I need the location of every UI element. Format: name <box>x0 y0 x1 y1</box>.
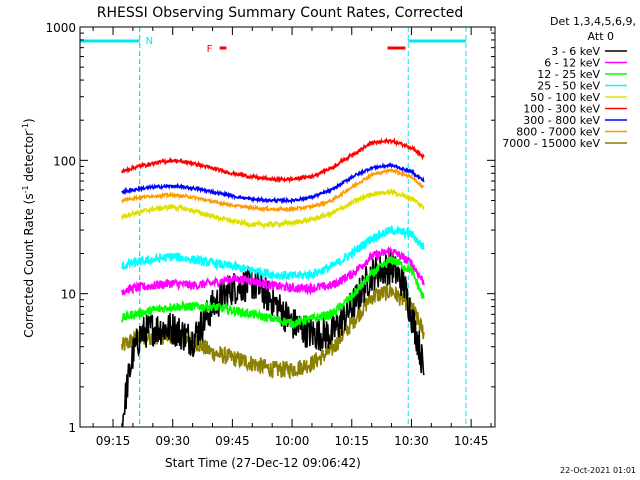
x-tick-label: 09:45 <box>215 434 250 448</box>
flare-flag-label: F <box>207 44 213 55</box>
legend-label: 800 - 7000 keV <box>516 126 600 139</box>
series-line <box>121 137 425 184</box>
y-tick-label: 1 <box>68 421 76 435</box>
x-tick-label: 10:15 <box>334 434 369 448</box>
series-line <box>121 224 425 282</box>
y-tick-label: 100 <box>53 154 76 168</box>
chart-title: RHESSI Observing Summary Count Rates, Co… <box>97 5 463 21</box>
y-axis-label: Corrected Count Rate (s-1 detector-1) <box>21 118 36 337</box>
x-tick-label: 10:30 <box>394 434 429 448</box>
series-line <box>121 256 425 330</box>
attenuator-info: Att 0 <box>588 30 614 43</box>
legend-label: 12 - 25 keV <box>537 68 600 81</box>
x-tick-label: 09:15 <box>96 434 131 448</box>
x-tick-label: 10:45 <box>454 434 489 448</box>
x-tick-label: 10:00 <box>275 434 310 448</box>
series-line <box>121 250 425 428</box>
y-tick-label: 10 <box>61 288 76 302</box>
series-line <box>121 168 425 214</box>
series-line <box>121 161 425 205</box>
series-line <box>121 188 425 230</box>
legend-label: 7000 - 15000 keV <box>502 137 600 150</box>
plot-frame <box>79 26 496 428</box>
night-label: N <box>146 36 153 47</box>
legend-label: 3 - 6 keV <box>551 45 600 58</box>
legend-label: 6 - 12 keV <box>544 57 600 70</box>
series-line <box>121 245 425 296</box>
legend-label: 25 - 50 keV <box>537 80 600 93</box>
generation-timestamp: 22-Oct-2021 01:01 <box>560 466 636 475</box>
x-axis-label: Start Time (27-Dec-12 09:06:42) <box>165 456 361 470</box>
y-tick-label: 1000 <box>45 21 76 35</box>
detector-info: Det 1,3,4,5,6,9, <box>550 15 636 28</box>
legend-label: 50 - 100 keV <box>530 91 600 104</box>
legend-label: 300 - 800 keV <box>523 114 600 127</box>
x-tick-label: 09:30 <box>155 434 190 448</box>
legend-label: 100 - 300 keV <box>523 103 600 116</box>
